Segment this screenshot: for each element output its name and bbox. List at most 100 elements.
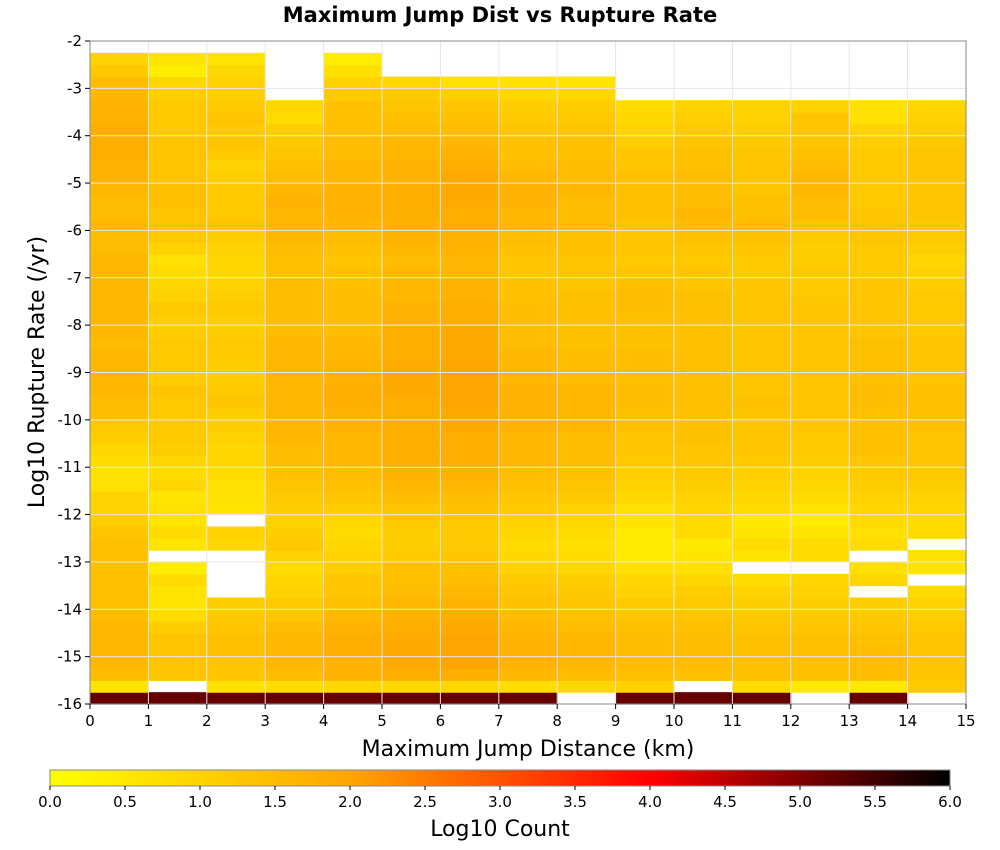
heatmap-cell [674, 561, 733, 575]
heatmap-cell [265, 692, 325, 705]
heatmap-cell [732, 372, 792, 385]
heatmap-cell [265, 360, 325, 374]
heatmap-cell [148, 64, 208, 78]
heatmap-cell [557, 514, 617, 528]
heatmap-cell [732, 183, 792, 196]
heatmap-cell [265, 609, 325, 622]
heatmap-cell [206, 443, 266, 456]
heatmap-cell [790, 656, 850, 670]
heatmap-cell [323, 206, 383, 220]
heatmap-cell [382, 218, 441, 232]
heatmap-cell [90, 372, 149, 385]
heatmap-cell [849, 609, 909, 622]
heatmap-cell [382, 585, 441, 599]
heatmap-cell [849, 680, 909, 693]
heatmap-cell [323, 502, 383, 516]
heatmap-cell [265, 183, 325, 196]
heatmap-cell [615, 265, 675, 279]
heatmap-cell [382, 360, 441, 374]
heatmap-cell [382, 348, 441, 362]
y-tick-label: -13 [58, 553, 83, 571]
x-tick-label: 3 [260, 712, 270, 730]
x-tick-label: 5 [377, 712, 387, 730]
heatmap-cell [382, 538, 441, 551]
heatmap-cell [674, 348, 733, 362]
heatmap-cell [732, 265, 792, 279]
heatmap-cell [615, 514, 675, 528]
heatmap-cell [90, 100, 149, 113]
heatmap-cell [674, 159, 733, 172]
heatmap-cell [674, 289, 733, 303]
heatmap-cell [382, 230, 441, 243]
heatmap-cell [323, 265, 383, 279]
heatmap-cell [557, 656, 617, 670]
heatmap-cell [323, 443, 383, 456]
heatmap-cell [206, 408, 266, 421]
heatmap-cell [498, 668, 558, 681]
heatmap-cell [440, 550, 500, 563]
heatmap-cell [557, 621, 617, 634]
heatmap-cell [674, 100, 733, 113]
heatmap-cell [323, 254, 383, 267]
heatmap-cell [557, 218, 617, 232]
x-tick-label: 2 [202, 712, 212, 730]
heatmap-cell [907, 680, 967, 693]
heatmap-cell [206, 431, 266, 445]
heatmap-cell [557, 550, 617, 563]
heatmap-cell [382, 372, 441, 385]
heatmap-cell [206, 289, 266, 303]
heatmap-cell [615, 396, 675, 409]
heatmap-cell [206, 621, 266, 634]
heatmap-cell [790, 632, 850, 646]
heatmap-cell [206, 135, 266, 149]
heatmap-cell [382, 384, 441, 397]
heatmap-cell [615, 112, 675, 125]
heatmap-cell [615, 301, 675, 314]
heatmap-cell [440, 372, 500, 385]
heatmap-cell [498, 609, 558, 622]
heatmap-cell [440, 277, 500, 291]
heatmap-cell [615, 561, 675, 575]
heatmap-cell [907, 585, 967, 599]
heatmap-cell [90, 408, 149, 421]
heatmap-cell [90, 360, 149, 374]
heatmap-cell [206, 396, 266, 409]
heatmap-cell [265, 218, 325, 232]
x-tick-label: 10 [664, 712, 683, 730]
heatmap-cell [674, 692, 733, 705]
heatmap-cell [90, 336, 149, 350]
heatmap-cell [557, 467, 617, 480]
heatmap-cell [907, 206, 967, 220]
heatmap-cell [382, 573, 441, 587]
heatmap-cell [557, 230, 617, 243]
heatmap-cell [206, 502, 266, 516]
heatmap-cell [323, 384, 383, 397]
heatmap-cell [907, 656, 967, 670]
heatmap-cell [498, 147, 558, 160]
heatmap-cell [790, 419, 850, 433]
y-axis-label: Log10 Rupture Rate (/yr) [25, 236, 50, 508]
heatmap-cell [206, 490, 266, 504]
heatmap-cell [557, 88, 617, 101]
colorbar [49, 769, 951, 787]
heatmap-cell [615, 573, 675, 587]
heatmap-cell [849, 656, 909, 670]
heatmap-cell [206, 194, 266, 208]
heatmap-cell [382, 242, 441, 255]
heatmap-cell [206, 609, 266, 622]
heatmap-cell [206, 112, 266, 125]
heatmap-cell [907, 550, 967, 563]
heatmap-cell [323, 218, 383, 232]
heatmap-cell [440, 348, 500, 362]
heatmap-cell [849, 194, 909, 208]
y-tick-label: -7 [67, 269, 82, 287]
heatmap-cell [382, 147, 441, 160]
heatmap-cell [732, 455, 792, 468]
heatmap-cell [498, 644, 558, 658]
heatmap-cell [382, 265, 441, 279]
heatmap-cell [907, 479, 967, 492]
heatmap-cell [674, 621, 733, 634]
heatmap-cell [440, 254, 500, 267]
heatmap-cell [382, 419, 441, 433]
heatmap-cell [615, 632, 675, 646]
